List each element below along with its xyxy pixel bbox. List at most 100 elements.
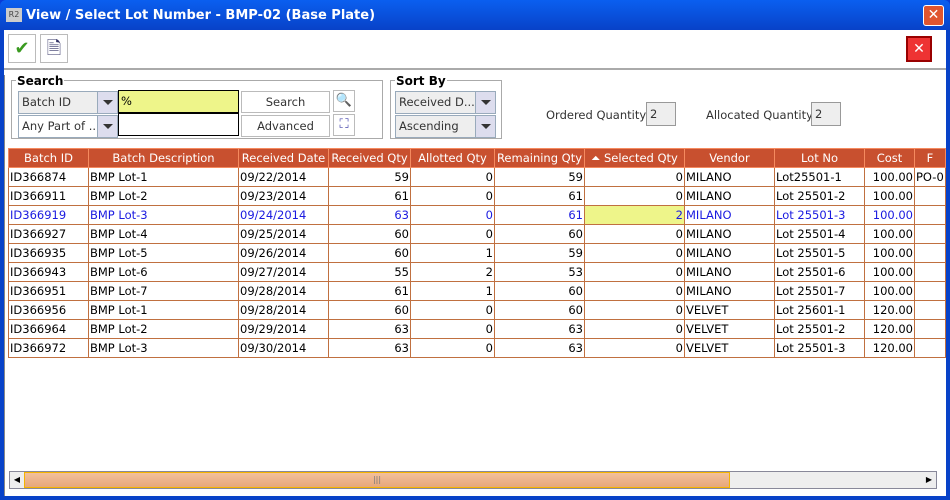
table-cell: 53 xyxy=(494,262,585,282)
table-cell xyxy=(914,186,946,206)
column-header[interactable]: Allotted Qty xyxy=(410,148,495,168)
match-type-select[interactable]: Any Part of ... xyxy=(18,115,118,138)
table-cell[interactable]: 0 xyxy=(584,224,685,244)
advanced-search-button[interactable]: ⛶ xyxy=(333,114,355,136)
table-row[interactable]: ID366972 BMP Lot-3 09/30/2014 63 0 63 0 VELVET L… xyxy=(8,338,946,358)
table-cell: Lot 25501-6 xyxy=(774,262,865,282)
column-header[interactable]: Batch ID xyxy=(8,148,89,168)
table-cell[interactable]: 0 xyxy=(584,338,685,358)
table-cell: 61 xyxy=(328,186,411,206)
column-header[interactable]: Vendor xyxy=(684,148,775,168)
table-row[interactable]: ID366935 BMP Lot-5 09/26/2014 60 1 59 0 MILANO L… xyxy=(8,243,946,263)
search-button[interactable]: Search xyxy=(241,91,330,113)
column-header[interactable]: Batch Description xyxy=(88,148,239,168)
column-header[interactable]: F xyxy=(914,148,946,168)
table-cell: VELVET xyxy=(684,338,775,358)
table-row[interactable]: ID366951 BMP Lot-7 09/28/2014 61 1 60 0 MILANO L… xyxy=(8,281,946,301)
search-input[interactable]: % xyxy=(118,90,239,113)
table-cell: 120.00 xyxy=(864,300,915,320)
table-cell xyxy=(914,243,946,263)
magnifier-icon: 🔍 xyxy=(335,93,353,108)
table-cell: BMP Lot-3 xyxy=(88,338,239,358)
table-cell: MILANO xyxy=(684,243,775,263)
title-bar: R2 View / Select Lot Number - BMP-02 (Ba… xyxy=(0,0,950,30)
table-cell: 1 xyxy=(410,281,495,301)
table-cell: 59 xyxy=(494,167,585,187)
search-field-select[interactable]: Batch ID xyxy=(18,91,118,114)
table-row[interactable]: ID366874 BMP Lot-1 09/22/2014 59 0 59 0 MILANO L… xyxy=(8,167,946,187)
sort-group: Sort By xyxy=(390,74,502,139)
table-cell: 2 xyxy=(410,262,495,282)
table-cell: MILANO xyxy=(684,205,775,225)
table-cell: 09/24/2014 xyxy=(238,205,329,225)
table-cell: 09/22/2014 xyxy=(238,167,329,187)
table-cell[interactable]: 0 xyxy=(584,167,685,187)
column-header[interactable]: Received Qty xyxy=(328,148,411,168)
table-cell: MILANO xyxy=(684,186,775,206)
cancel-button[interactable]: ✕ xyxy=(906,36,932,62)
table-cell: MILANO xyxy=(684,224,775,244)
table-cell[interactable]: 0 xyxy=(584,243,685,263)
table-row[interactable]: ID366919 BMP Lot-3 09/24/2014 63 0 61 2 MILANO L… xyxy=(8,205,946,225)
table-cell[interactable]: 0 xyxy=(584,300,685,320)
scrollbar-thumb[interactable]: ||| xyxy=(24,472,730,488)
table-cell: Lot 25501-4 xyxy=(774,224,865,244)
table-cell: ID366935 xyxy=(8,243,89,263)
table-cell: 0 xyxy=(410,319,495,339)
table-row[interactable]: ID366956 BMP Lot-1 09/28/2014 60 0 60 0 VELVET L… xyxy=(8,300,946,320)
main-panel: Search Batch ID Any Part of ... % Search… xyxy=(4,74,946,496)
table-cell: 61 xyxy=(494,205,585,225)
ok-button[interactable]: ✔ xyxy=(8,34,36,63)
advanced-search-icon: ⛶ xyxy=(339,117,349,132)
red-x-icon: ✕ xyxy=(913,41,925,57)
search-legend: Search xyxy=(16,74,65,88)
chevron-down-icon xyxy=(475,92,495,113)
table-cell: 09/25/2014 xyxy=(238,224,329,244)
table-cell: 100.00 xyxy=(864,186,915,206)
table-cell: 0 xyxy=(410,205,495,225)
report-button[interactable]: 🗎 xyxy=(40,34,68,63)
column-header[interactable]: Received Date xyxy=(238,148,329,168)
column-header[interactable]: Remaining Qty xyxy=(494,148,585,168)
table-cell: 63 xyxy=(328,319,411,339)
sort-field-select[interactable]: Received D... xyxy=(395,91,496,114)
advanced-button[interactable]: Advanced xyxy=(241,115,330,137)
table-row[interactable]: ID366927 BMP Lot-4 09/25/2014 60 0 60 0 MILANO L… xyxy=(8,224,946,244)
column-header-label: Remaining Qty xyxy=(496,151,583,165)
table-cell[interactable]: 0 xyxy=(584,186,685,206)
column-header[interactable]: ⏶ Selected Qty xyxy=(584,148,685,168)
chevron-down-icon xyxy=(97,116,117,137)
table-cell: MILANO xyxy=(684,167,775,187)
table-cell[interactable]: 0 xyxy=(584,262,685,282)
table-cell: ID366956 xyxy=(8,300,89,320)
table-cell: BMP Lot-2 xyxy=(88,186,239,206)
window-close-button[interactable]: ✕ xyxy=(923,5,944,26)
table-cell: 61 xyxy=(494,186,585,206)
find-button[interactable]: 🔍 xyxy=(333,90,355,112)
table-cell: Lot 25501-3 xyxy=(774,338,865,358)
column-header-label: Received Date xyxy=(241,151,326,165)
table-cell[interactable]: 0 xyxy=(584,281,685,301)
column-header[interactable]: Lot No xyxy=(774,148,865,168)
column-header[interactable]: Cost xyxy=(864,148,915,168)
search-input-2[interactable] xyxy=(118,113,239,136)
table-cell: PO-0 xyxy=(914,167,946,187)
table-cell: 63 xyxy=(328,205,411,225)
table-cell: BMP Lot-3 xyxy=(88,205,239,225)
table-cell[interactable]: 2 xyxy=(584,205,685,225)
table-cell: 09/27/2014 xyxy=(238,262,329,282)
scroll-right-arrow-icon[interactable]: ▶ xyxy=(925,475,933,484)
checkmark-icon: ✔ xyxy=(14,38,30,59)
window-title: View / Select Lot Number - BMP-02 (Base … xyxy=(26,8,376,23)
table-row[interactable]: ID366943 BMP Lot-6 09/27/2014 55 2 53 0 MILANO L… xyxy=(8,262,946,282)
sort-order-select[interactable]: Ascending xyxy=(395,115,496,138)
table-row[interactable]: ID366911 BMP Lot-2 09/23/2014 61 0 61 0 MILANO L… xyxy=(8,186,946,206)
scroll-left-arrow-icon[interactable]: ◀ xyxy=(13,475,21,484)
table-row[interactable]: ID366964 BMP Lot-2 09/29/2014 63 0 63 0 VELVET L… xyxy=(8,319,946,339)
table-cell: ID366972 xyxy=(8,338,89,358)
table-cell[interactable]: 0 xyxy=(584,319,685,339)
horizontal-scrollbar[interactable]: ◀ ||| ▶ xyxy=(9,471,937,489)
table-cell xyxy=(914,319,946,339)
column-header-label: F xyxy=(926,151,934,165)
column-header-label: Received Qty xyxy=(331,151,408,165)
